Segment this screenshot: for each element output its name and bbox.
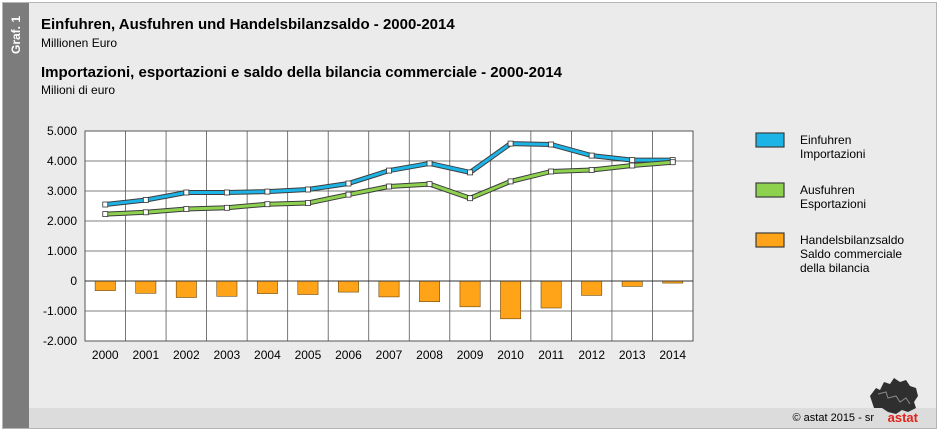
astat-logo-icon <box>870 378 918 414</box>
y-tick-label: -1.000 <box>43 304 77 318</box>
legend-swatch <box>755 182 785 198</box>
y-tick-label: 1.000 <box>47 244 77 258</box>
data-point-imports <box>102 201 109 208</box>
footer-bar <box>29 408 936 428</box>
data-point-exports <box>223 204 230 211</box>
data-point-imports <box>507 140 514 147</box>
data-point-exports <box>548 168 555 175</box>
legend-label: Ausfuhren Esportazioni <box>800 183 866 211</box>
y-tick-label: 3.000 <box>47 184 77 198</box>
title-italian: Importazioni, esportazioni e saldo della… <box>41 64 563 81</box>
data-point-imports <box>386 167 392 174</box>
legend-swatch <box>755 132 785 148</box>
x-tick-label: 2010 <box>497 348 524 362</box>
data-point-imports <box>588 152 595 159</box>
x-tick-label: 2003 <box>214 348 241 362</box>
x-tick-label: 2000 <box>92 348 119 362</box>
x-tick-label: 2012 <box>578 348 605 362</box>
x-tick-label: 2011 <box>538 348 564 362</box>
bar-trade-balance <box>419 280 440 303</box>
x-tick-label: 2004 <box>254 348 281 362</box>
y-tick-label: 0 <box>70 274 77 288</box>
data-point-exports <box>588 167 595 173</box>
x-tick-label: 2005 <box>295 348 322 362</box>
bar-trade-balance <box>581 280 603 296</box>
bar-trade-balance <box>175 280 197 298</box>
title-german: Einfuhren, Ausfuhren und Handelsbilanzsa… <box>41 16 455 33</box>
bar-trade-balance <box>256 280 278 294</box>
line-bar-chart: -2.000 -1.000 0 1.000 2.000 3.000 4.000 5.000 20… <box>43 124 904 362</box>
bar-trade-balance <box>500 280 522 320</box>
y-tick-label: 2.000 <box>47 214 77 228</box>
x-tick-label: 2013 <box>619 348 646 362</box>
data-point-exports <box>183 206 190 212</box>
data-point-exports <box>467 195 473 202</box>
y-tick-label: 4.000 <box>47 154 77 168</box>
bar-trade-balance <box>297 280 319 295</box>
data-point-imports <box>305 186 311 193</box>
bar-trade-balance <box>459 280 481 308</box>
data-point-imports <box>264 188 271 195</box>
data-point-exports <box>345 191 352 198</box>
bar-trade-balance <box>135 280 157 294</box>
bar-trade-balance <box>540 280 562 309</box>
legend-swatch <box>755 232 785 248</box>
data-point-exports <box>264 201 271 208</box>
bar-trade-balance <box>216 280 238 297</box>
y-tick-label: 5.000 <box>47 124 77 138</box>
x-tick-label: 2009 <box>457 348 484 362</box>
x-tick-label: 2008 <box>416 348 443 362</box>
subtitle-german: Millionen Euro <box>41 36 118 50</box>
data-point-imports <box>183 189 190 196</box>
data-point-imports <box>426 160 433 167</box>
data-point-exports <box>426 181 433 188</box>
data-point-imports <box>548 141 555 148</box>
legend-label: Handelsbilanzsaldo Saldo commerciale della… <box>800 233 904 275</box>
data-point-exports <box>669 159 676 166</box>
data-point-imports <box>223 189 230 196</box>
data-point-exports <box>305 200 311 206</box>
bar-trade-balance <box>94 280 116 291</box>
sidebar: Graf. 1 <box>3 3 29 428</box>
data-point-imports <box>345 180 352 187</box>
bar-trade-balance <box>378 280 400 298</box>
x-tick-label: 2001 <box>132 348 159 362</box>
data-point-imports <box>467 169 473 176</box>
data-point-exports <box>102 211 109 218</box>
data-point-exports <box>507 178 514 185</box>
data-point-exports <box>142 209 149 216</box>
x-tick-label: 2006 <box>335 348 362 362</box>
data-point-imports <box>629 157 636 164</box>
y-tick-label: -2.000 <box>43 334 77 348</box>
bar-trade-balance <box>621 280 643 287</box>
x-tick-label: 2002 <box>173 348 200 362</box>
copyright-credit: © astat 2015 - sr <box>792 412 874 424</box>
data-point-exports <box>386 183 392 190</box>
data-point-imports <box>142 197 149 203</box>
data-point-exports <box>629 162 636 169</box>
x-tick-label: 2014 <box>659 348 686 362</box>
plot-area <box>84 130 694 342</box>
astat-logo-text: astat <box>887 410 918 425</box>
legend-label: Einfuhren Importazioni <box>800 133 865 161</box>
bar-trade-balance <box>338 280 359 293</box>
x-tick-label: 2007 <box>376 348 403 362</box>
subtitle-italian: Milioni di euro <box>41 83 116 97</box>
